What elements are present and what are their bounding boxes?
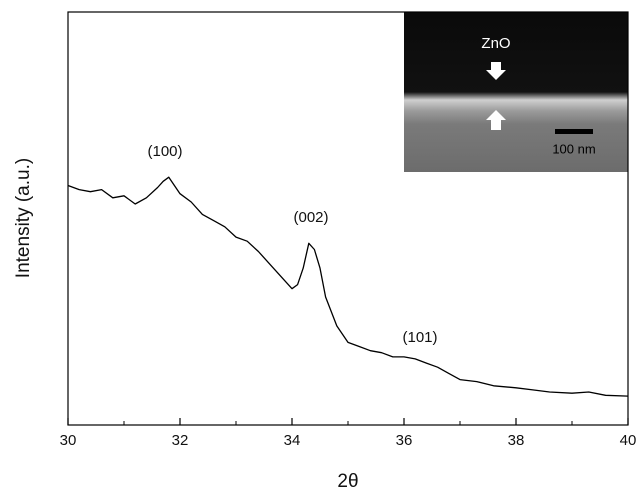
x-tick-label: 32	[172, 432, 189, 449]
x-tick-label: 36	[396, 432, 413, 449]
x-axis-title: 2θ	[337, 471, 358, 492]
x-tick-label: 38	[508, 432, 525, 449]
peak-annotation: (100)	[147, 143, 182, 160]
x-tick-label: 34	[284, 432, 301, 449]
x-tick-label: 40	[620, 432, 637, 449]
inset-label: ZnO	[481, 35, 510, 52]
x-tick-label: 30	[60, 432, 77, 449]
peak-annotation: (002)	[293, 209, 328, 226]
y-axis-title: Intensity (a.u.)	[13, 158, 34, 278]
data-line	[67, 176, 629, 397]
inset-image: ZnO 100 nm	[404, 12, 628, 172]
scale-bar-label: 100 nm	[552, 141, 595, 156]
peak-annotation: (101)	[402, 329, 437, 346]
